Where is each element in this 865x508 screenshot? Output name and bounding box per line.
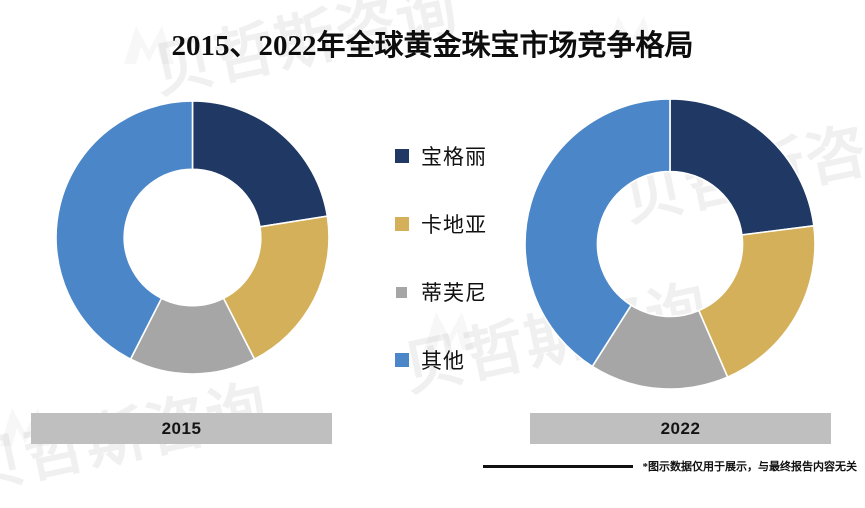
donut-chart-2022: [524, 98, 816, 390]
chart-legend: 宝格丽 卡地亚 蒂芙尼 其他: [395, 122, 487, 394]
donut-slice-其他[interactable]: [55, 100, 194, 361]
legend-item-others[interactable]: 其他: [395, 326, 487, 394]
donut-2015-svg: [55, 100, 330, 375]
legend-label-tiffany: 蒂芙尼: [421, 281, 487, 305]
footnote: *图示数据仅用于展示，与最终报告内容无关: [482, 458, 858, 474]
donut-2022-svg: [524, 98, 816, 390]
legend-swatch-tiffany: [396, 286, 407, 298]
year-plaque-2022: 2022: [530, 413, 831, 444]
legend-label-cartier: 卡地亚: [421, 213, 487, 237]
legend-item-tiffany[interactable]: 蒂芙尼: [395, 258, 487, 326]
donut-slice-蒂芙尼[interactable]: [591, 304, 729, 390]
legend-item-cartier[interactable]: 卡地亚: [395, 190, 487, 258]
page-title: 2015、2022年全球黄金珠宝市场竞争格局: [171, 30, 694, 62]
donut-slice-卡地亚[interactable]: [697, 224, 816, 379]
year-label-2015: 2015: [161, 418, 202, 438]
footnote-text: *图示数据仅用于展示，与最终报告内容无关: [642, 461, 858, 473]
donut-chart-2015: [55, 100, 330, 375]
year-plaque-2015: 2015: [31, 413, 332, 444]
donut-slice-宝格丽[interactable]: [191, 100, 329, 228]
legend-label-bulgari: 宝格丽: [421, 145, 487, 169]
footnote-rule: [482, 464, 633, 468]
legend-swatch-bulgari: [395, 149, 409, 163]
donut-slice-卡地亚[interactable]: [222, 215, 330, 361]
legend-item-bulgari[interactable]: 宝格丽: [395, 122, 487, 190]
legend-swatch-others: [395, 353, 409, 367]
legend-label-others: 其他: [421, 349, 465, 373]
donut-slice-宝格丽[interactable]: [669, 98, 815, 236]
donut-slice-其他[interactable]: [524, 98, 671, 368]
year-label-2022: 2022: [660, 418, 701, 438]
legend-swatch-cartier: [395, 217, 409, 231]
